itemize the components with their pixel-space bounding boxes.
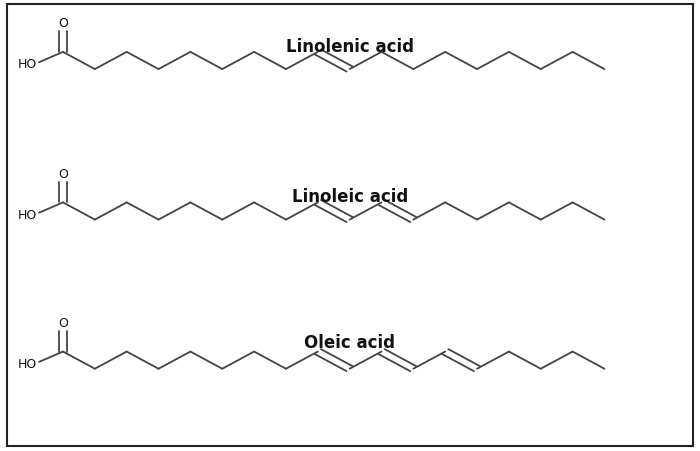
Text: O: O [58, 167, 68, 180]
Text: Linoleic acid: Linoleic acid [292, 187, 408, 205]
Text: O: O [58, 316, 68, 329]
Text: HO: HO [18, 208, 37, 221]
Text: HO: HO [18, 357, 37, 370]
Text: HO: HO [18, 58, 37, 71]
Text: O: O [58, 17, 68, 30]
Text: Linolenic acid: Linolenic acid [286, 38, 414, 56]
Text: Oleic acid: Oleic acid [304, 334, 395, 352]
